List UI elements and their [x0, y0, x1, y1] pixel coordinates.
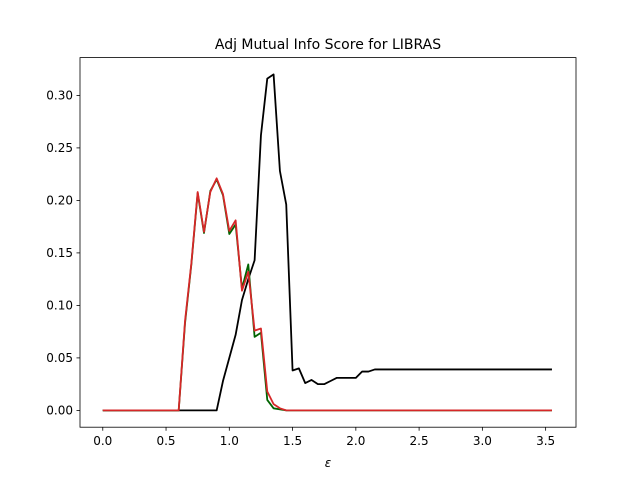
series-line-2 — [102, 177, 552, 412]
y-tick-label: 0.20 — [46, 194, 73, 208]
series-line-0 — [102, 73, 552, 412]
x-tick-label: 3.0 — [473, 434, 492, 448]
x-tick-label: 0.0 — [93, 434, 112, 448]
y-tick-label: 0.25 — [46, 141, 73, 155]
y-axis-ticks: 0.00 0.05 0.10 0.15 0.20 0.25 0.30 — [46, 89, 80, 418]
x-tick-label: 0.5 — [156, 434, 175, 448]
y-tick-label: 0.05 — [46, 351, 73, 365]
x-axis-ticks: 0.0 0.5 1.0 1.5 2.0 2.5 3.0 3.5 — [93, 427, 555, 448]
plot-frame — [79, 57, 577, 428]
chart-title: Adj Mutual Info Score for LIBRAS — [215, 37, 441, 53]
x-axis-label: ε — [325, 456, 332, 470]
x-tick-label: 2.5 — [410, 434, 429, 448]
y-tick-label: 0.10 — [46, 299, 73, 313]
x-tick-label: 1.5 — [283, 434, 302, 448]
x-tick-label: 2.0 — [346, 434, 365, 448]
x-tick-label: 1.0 — [220, 434, 239, 448]
y-tick-label: 0.15 — [46, 246, 73, 260]
series-layer — [102, 73, 552, 412]
y-tick-label: 0.30 — [46, 89, 73, 103]
x-tick-label: 3.5 — [536, 434, 555, 448]
y-tick-label: 0.00 — [46, 404, 73, 418]
